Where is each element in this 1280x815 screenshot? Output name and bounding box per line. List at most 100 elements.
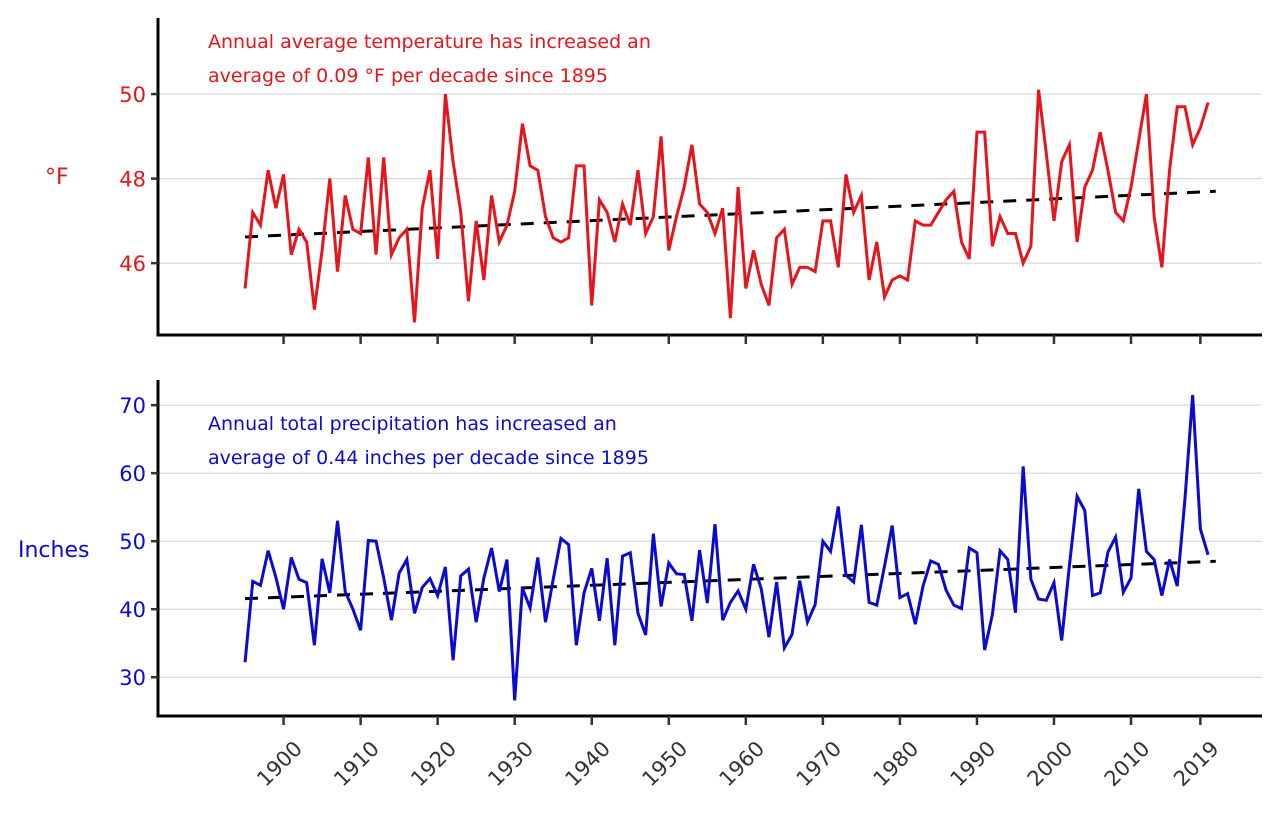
precipitation-point-1916 <box>405 558 409 562</box>
temperature-point-2002 <box>1067 143 1071 147</box>
precipitation-point-2003 <box>1075 494 1079 498</box>
precipitation-point-1962 <box>759 587 763 591</box>
precipitation-point-1971 <box>829 549 833 553</box>
precipitation-point-1896 <box>251 579 255 583</box>
temperature-point-1944 <box>621 202 625 206</box>
temperature-point-1950 <box>667 248 671 252</box>
precipitation-point-1904 <box>312 643 316 647</box>
precipitation-point-2011 <box>1137 487 1141 491</box>
precipitation-point-1922 <box>451 658 455 662</box>
temperature-point-2001 <box>1060 160 1064 164</box>
precipitation-point-2001 <box>1060 639 1064 643</box>
precipitation-point-1926 <box>482 576 486 580</box>
precipitation-point-2009 <box>1121 590 1125 594</box>
precipitation-point-1928 <box>497 590 501 594</box>
temperature-point-1958 <box>728 316 732 320</box>
temperature-point-1919 <box>428 168 432 172</box>
precipitation-x-ticks: 1900 1910 1920 1930 1940 1950 1960 1970 1980 1990… <box>252 716 1224 791</box>
precipitation-point-1955 <box>705 601 709 605</box>
precipitation-point-1935 <box>551 577 555 581</box>
temperature-point-1994 <box>1006 232 1010 236</box>
temperature-point-1959 <box>736 185 740 189</box>
temperature-point-1947 <box>644 232 648 236</box>
temperature-point-2005 <box>1091 168 1095 172</box>
precipitation-y-tick-label-40: 40 <box>119 598 146 622</box>
precipitation-point-2017 <box>1183 497 1187 501</box>
temperature-point-1918 <box>420 206 424 210</box>
precipitation-point-1999 <box>1044 598 1048 602</box>
temperature-point-1972 <box>836 265 840 269</box>
precipitation-point-1902 <box>297 577 301 581</box>
temperature-point-1954 <box>698 202 702 206</box>
precipitation-point-1930 <box>513 698 517 702</box>
precipitation-point-1925 <box>474 620 478 624</box>
precipitation-point-1929 <box>505 558 509 562</box>
precipitation-point-1998 <box>1037 597 1041 601</box>
temperature-point-1982 <box>913 219 917 223</box>
temperature-point-1998 <box>1037 88 1041 92</box>
temperature-point-1976 <box>867 278 871 282</box>
temperature-point-2019 <box>1198 126 1202 130</box>
temperature-y-tick-label-50: 50 <box>119 83 146 107</box>
temperature-point-1951 <box>674 215 678 219</box>
temperature-point-2016 <box>1175 105 1179 109</box>
precipitation-point-1959 <box>736 589 740 593</box>
precipitation-point-1966 <box>790 632 794 636</box>
temperature-point-1991 <box>983 130 987 134</box>
temperature-point-1946 <box>636 168 640 172</box>
precipitation-point-1931 <box>520 586 524 590</box>
temperature-point-1922 <box>451 160 455 164</box>
precipitation-point-1987 <box>952 603 956 607</box>
temperature-point-1984 <box>929 223 933 227</box>
temperature-point-1896 <box>251 210 255 214</box>
precipitation-point-1991 <box>983 648 987 652</box>
temperature-y-tick-label-48: 48 <box>119 168 146 192</box>
temperature-point-1956 <box>713 232 717 236</box>
temperature-point-1934 <box>544 215 548 219</box>
temperature-point-2012 <box>1144 92 1148 96</box>
precipitation-point-1907 <box>336 519 340 523</box>
temperature-point-1987 <box>952 189 956 193</box>
temperature-point-1963 <box>767 303 771 307</box>
temperature-point-1904 <box>312 308 316 312</box>
x-tick-label-1930: 1930 <box>483 736 538 791</box>
temperature-point-1924 <box>466 299 470 303</box>
temperature-point-1977 <box>875 240 879 244</box>
precipitation-point-1897 <box>258 583 262 587</box>
precipitation-point-1937 <box>567 543 571 547</box>
temperature-point-1925 <box>474 219 478 223</box>
precipitation-point-1974 <box>852 580 856 584</box>
temperature-point-1996 <box>1021 261 1025 265</box>
precipitation-point-1996 <box>1021 464 1025 468</box>
temperature-panel: 46 48 50 °F Annual average temperature has… <box>45 18 1262 344</box>
precipitation-trend-layer <box>244 559 1216 601</box>
temperature-point-2014 <box>1160 265 1164 269</box>
temperature-point-1900 <box>282 172 286 176</box>
temperature-point-1980 <box>898 274 902 278</box>
precipitation-point-1997 <box>1029 577 1033 581</box>
precipitation-point-1973 <box>844 573 848 577</box>
precipitation-point-1919 <box>428 577 432 581</box>
precipitation-point-1911 <box>366 539 370 543</box>
temperature-point-2013 <box>1152 215 1156 219</box>
temperature-point-1928 <box>497 240 501 244</box>
precipitation-point-1943 <box>613 643 617 647</box>
precipitation-point-1990 <box>975 551 979 555</box>
temperature-point-1901 <box>289 253 293 257</box>
precipitation-point-1986 <box>944 588 948 592</box>
precipitation-point-2007 <box>1106 550 1110 554</box>
temperature-y-ticks: 46 48 50 <box>119 83 158 276</box>
precipitation-point-1972 <box>836 505 840 509</box>
precipitation-point-1985 <box>936 562 940 566</box>
temperature-point-1942 <box>605 210 609 214</box>
precipitation-y-tick-label-70: 70 <box>119 394 146 418</box>
precipitation-point-1975 <box>859 523 863 527</box>
x-tick-label-1990: 1990 <box>946 736 1001 791</box>
precipitation-point-1984 <box>929 559 933 563</box>
precipitation-point-2013 <box>1152 558 1156 562</box>
precipitation-point-1899 <box>274 575 278 579</box>
temperature-point-1913 <box>382 155 386 159</box>
precipitation-point-1900 <box>282 607 286 611</box>
temperature-point-1952 <box>682 185 686 189</box>
precipitation-point-1957 <box>721 618 725 622</box>
